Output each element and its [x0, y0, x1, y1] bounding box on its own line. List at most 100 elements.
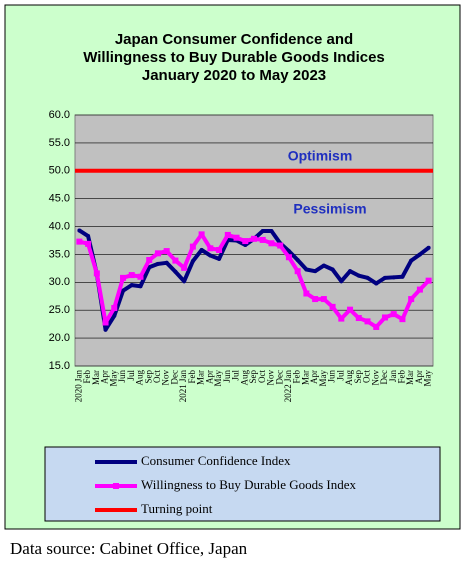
marker [103, 327, 108, 332]
marker [137, 273, 144, 280]
marker [207, 245, 214, 252]
marker [374, 281, 379, 286]
legend-label: Willingness to Buy Durable Goods Index [141, 477, 357, 492]
marker [268, 240, 275, 247]
marker [329, 303, 336, 310]
marker [216, 246, 223, 253]
marker [172, 257, 179, 264]
x-tick-label: Jan [388, 370, 398, 382]
annotation: Pessimism [293, 201, 366, 217]
marker [373, 323, 380, 330]
marker [425, 277, 432, 284]
marker [147, 265, 152, 270]
marker [208, 253, 213, 258]
source: Data source: Cabinet Office, Japan [10, 539, 248, 558]
marker [242, 238, 249, 245]
marker [86, 234, 91, 239]
marker [85, 240, 92, 247]
x-tick-label: Nov [161, 370, 171, 386]
marker [163, 248, 170, 255]
marker [155, 261, 160, 266]
marker [330, 267, 335, 272]
x-tick-label: Nov [266, 370, 276, 386]
chart-title: Willingness to Buy Durable Goods Indices [83, 49, 385, 66]
marker [259, 236, 266, 243]
x-tick-label: Feb [187, 370, 197, 384]
y-tick-label: 55.0 [49, 137, 70, 149]
legend-label: Turning point [141, 501, 213, 516]
marker [294, 268, 301, 275]
marker [93, 270, 100, 277]
x-tick-label: Jun [222, 370, 232, 383]
x-tick-label: Oct [257, 370, 267, 383]
x-tick-label: 2021 Jan [178, 370, 188, 403]
x-tick-label: Oct [362, 370, 372, 383]
x-tick-label: Aug [344, 370, 354, 386]
marker [382, 275, 387, 280]
marker [286, 249, 291, 254]
marker [348, 269, 353, 274]
x-tick-label: Mar [300, 370, 310, 385]
y-tick-label: 30.0 [49, 276, 70, 288]
marker [303, 290, 310, 297]
x-tick-label: Jun [117, 370, 127, 383]
x-tick-label: 2022 Jan [283, 370, 293, 403]
marker [128, 272, 135, 279]
x-tick-label: Mar [196, 370, 206, 385]
marker [416, 286, 423, 293]
marker [146, 257, 153, 264]
x-tick-label: May [108, 370, 118, 387]
marker [391, 275, 396, 280]
x-tick-label: Jul [335, 370, 345, 381]
x-tick-label: Dec [379, 370, 389, 385]
x-tick-label: Oct [152, 370, 162, 383]
y-tick-label: 60.0 [49, 109, 70, 121]
marker [251, 235, 257, 242]
marker [408, 296, 415, 303]
chart-title: January 2020 to May 2023 [142, 67, 326, 84]
x-tick-label: 2020 Jan [73, 370, 83, 403]
marker [339, 279, 344, 284]
marker [102, 319, 109, 326]
marker [365, 275, 370, 280]
marker [304, 267, 309, 272]
x-tick-label: May [213, 370, 223, 387]
y-tick-label: 20.0 [49, 332, 70, 344]
y-tick-label: 15.0 [49, 360, 70, 372]
marker [269, 229, 274, 234]
marker [173, 269, 178, 274]
marker [364, 318, 371, 325]
marker [260, 229, 265, 234]
marker [189, 243, 196, 250]
marker [426, 245, 431, 250]
x-tick-label: Jul [126, 370, 136, 381]
x-tick-label: Apr [414, 370, 424, 384]
marker [417, 252, 422, 257]
y-tick-label: 35.0 [49, 248, 70, 260]
x-tick-label: May [423, 370, 433, 387]
x-tick-label: Sep [143, 370, 153, 384]
marker [356, 273, 361, 278]
x-tick-label: Dec [274, 370, 284, 385]
x-tick-label: Dec [169, 370, 179, 385]
marker [381, 314, 388, 321]
x-tick-label: Jun [327, 370, 337, 383]
marker [154, 250, 161, 257]
marker [198, 231, 205, 238]
marker [111, 304, 118, 311]
y-tick-label: 50.0 [49, 165, 70, 177]
chart-title: Japan Consumer Confidence and [115, 31, 353, 48]
x-tick-label: May [318, 370, 328, 387]
x-tick-label: Feb [397, 370, 407, 384]
marker [182, 279, 187, 284]
x-tick-label: Mar [405, 370, 415, 385]
x-tick-label: Aug [239, 370, 249, 386]
x-tick-label: Apr [309, 370, 319, 384]
marker [313, 269, 318, 274]
marker [399, 316, 406, 323]
legend-swatch [113, 483, 119, 489]
x-tick-label: Sep [353, 370, 363, 384]
marker [233, 234, 240, 241]
legend-label: Consumer Confidence Index [141, 453, 291, 468]
